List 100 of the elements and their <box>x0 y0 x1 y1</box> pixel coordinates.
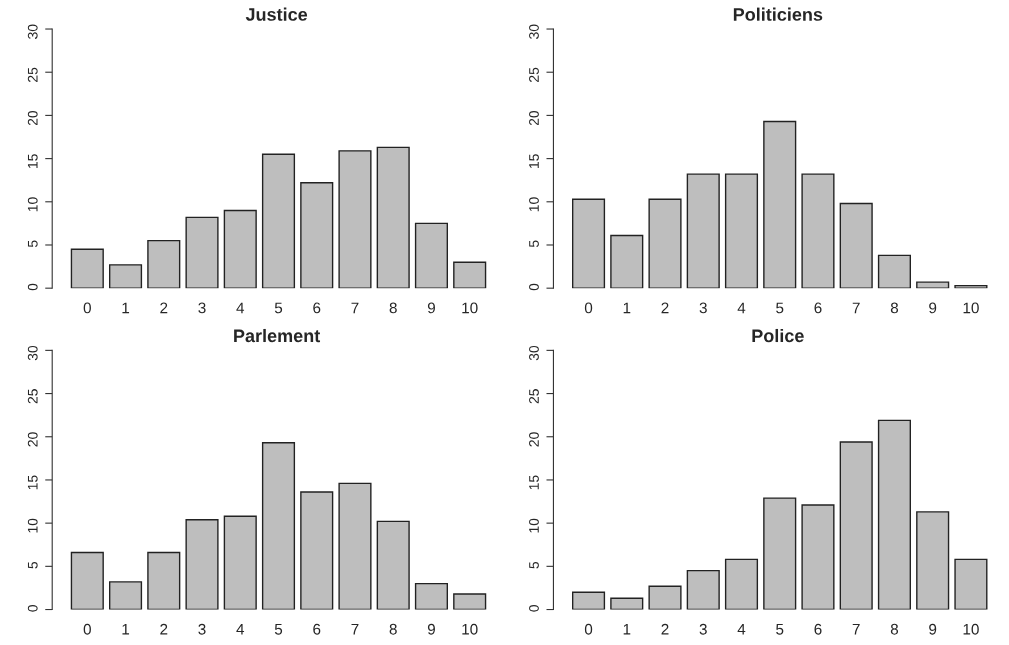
x-tick-label: 3 <box>699 623 707 635</box>
x-tick-label: 3 <box>198 623 206 635</box>
y-tick-label: 20 <box>27 432 38 447</box>
x-tick-label: 4 <box>737 302 746 314</box>
bar <box>376 520 410 610</box>
bar <box>648 198 682 289</box>
bar <box>261 442 296 610</box>
x-tick-label: 7 <box>852 302 860 314</box>
bar <box>724 173 759 289</box>
chart-title: Police <box>752 328 804 343</box>
x-tick-label: 7 <box>351 302 359 314</box>
bar <box>763 120 797 289</box>
bar <box>648 585 682 610</box>
bar <box>338 150 372 289</box>
y-tick-label: 15 <box>27 154 38 168</box>
y-tick-label: 10 <box>27 197 38 212</box>
x-tick-label: 10 <box>963 302 979 314</box>
y-tick-label: 5 <box>27 240 38 248</box>
bar <box>686 569 720 610</box>
bar <box>147 551 181 610</box>
y-tick-label: 15 <box>529 154 539 168</box>
x-tick-label: 8 <box>890 302 899 314</box>
x-tick-label: 0 <box>83 623 91 635</box>
bar <box>916 511 950 610</box>
bar <box>108 264 143 289</box>
x-tick-label: 1 <box>122 623 130 635</box>
bar <box>300 182 334 289</box>
y-tick-label: 5 <box>529 561 539 569</box>
x-tick-label: 1 <box>122 302 130 314</box>
x-tick-label: 3 <box>198 302 206 314</box>
bar <box>801 173 835 289</box>
x-tick-label: 10 <box>963 623 979 635</box>
bar <box>763 497 797 610</box>
y-tick-label: 10 <box>27 518 38 533</box>
bar <box>724 558 759 610</box>
bar <box>839 202 873 289</box>
y-tick-label: 20 <box>529 110 539 126</box>
bar <box>185 518 219 610</box>
bar <box>877 254 912 289</box>
x-tick-label: 1 <box>623 302 631 314</box>
bar <box>376 146 410 289</box>
x-tick-label: 5 <box>776 302 784 314</box>
y-tick-label: 10 <box>529 518 539 533</box>
y-tick-label: 30 <box>529 24 539 39</box>
chart-title: Parlement <box>234 328 321 343</box>
y-tick-label: 10 <box>529 197 539 212</box>
y-tick-label: 15 <box>27 475 38 490</box>
y-tick-label: 0 <box>529 605 539 612</box>
x-tick-label: 8 <box>389 302 397 314</box>
x-tick-label: 3 <box>699 302 707 314</box>
x-tick-label: 10 <box>462 623 478 635</box>
x-tick-label: 9 <box>427 623 435 635</box>
x-tick-label: 5 <box>776 623 784 635</box>
x-tick-label: 9 <box>427 302 435 314</box>
bar <box>877 419 912 610</box>
bar <box>414 582 449 610</box>
y-tick-label: 15 <box>529 475 539 490</box>
x-tick-label: 8 <box>389 623 397 635</box>
x-tick-label: 9 <box>929 623 937 635</box>
x-tick-label: 4 <box>236 302 245 314</box>
x-tick-label: 2 <box>661 623 669 635</box>
bar <box>954 558 988 610</box>
y-tick-label: 20 <box>529 432 539 447</box>
x-tick-label: 0 <box>584 623 593 635</box>
y-tick-label: 0 <box>27 605 38 612</box>
x-tick-label: 9 <box>929 302 937 314</box>
x-tick-label: 5 <box>274 302 283 314</box>
bar <box>185 216 219 289</box>
bar <box>571 198 606 289</box>
bar <box>414 222 449 289</box>
y-tick-label: 5 <box>27 561 38 569</box>
bar <box>261 153 296 289</box>
y-tick-label: 25 <box>529 389 539 404</box>
bar <box>571 591 606 610</box>
x-tick-label: 0 <box>83 302 91 314</box>
bar <box>839 441 873 610</box>
x-tick-label: 2 <box>661 302 669 314</box>
bar <box>801 504 835 610</box>
bar <box>610 234 644 289</box>
x-tick-label: 6 <box>313 302 321 314</box>
bar <box>610 597 644 610</box>
y-tick-label: 30 <box>27 345 38 361</box>
y-tick-label: 25 <box>27 67 38 82</box>
bar <box>453 261 487 289</box>
chart-title: Politiciens <box>733 7 823 21</box>
bar <box>453 593 487 610</box>
x-tick-label: 5 <box>274 623 283 635</box>
bar <box>223 515 257 610</box>
y-tick-label: 30 <box>529 345 539 361</box>
x-tick-label: 4 <box>236 623 245 635</box>
bar <box>147 239 181 289</box>
bar <box>300 491 334 610</box>
x-tick-label: 7 <box>852 623 860 635</box>
x-tick-label: 6 <box>814 302 822 314</box>
x-tick-label: 0 <box>584 302 593 314</box>
x-tick-label: 7 <box>351 623 359 635</box>
bar <box>108 581 143 610</box>
x-tick-label: 8 <box>890 623 899 635</box>
y-tick-label: 20 <box>27 110 38 126</box>
bar <box>686 173 720 289</box>
